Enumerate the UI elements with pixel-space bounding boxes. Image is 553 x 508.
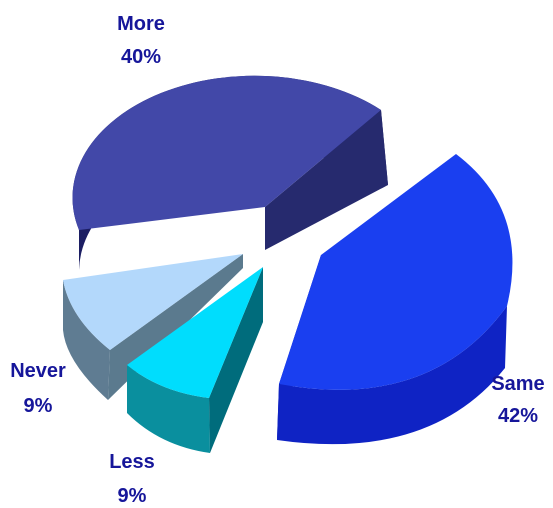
pie-label-never-name: Never xyxy=(10,360,66,382)
pie-slice-less-outer-side xyxy=(127,365,210,453)
pie-label-more-value: 40% xyxy=(121,46,161,68)
pie-slice-same-top[interactable] xyxy=(279,154,513,390)
pie-label-never-value: 9% xyxy=(24,395,53,417)
pie-label-less-value: 9% xyxy=(118,485,147,507)
pie-label-less: Less 9% xyxy=(109,451,155,507)
pie-slice-never-top[interactable] xyxy=(63,254,243,350)
pie-slice-more xyxy=(72,75,388,270)
pie-slice-less xyxy=(127,267,263,453)
pie-slice-less-cut-side xyxy=(209,267,263,453)
pie-label-less-name: Less xyxy=(109,451,155,473)
pie-slice-same xyxy=(277,154,513,445)
pie-slice-less-top[interactable] xyxy=(127,267,263,398)
pie-slice-same-outer-side xyxy=(277,306,507,445)
pie-label-same-value: 42% xyxy=(498,405,538,427)
pie-slice-more-cut-side xyxy=(265,110,388,250)
pie-label-same-name: Same xyxy=(491,373,544,395)
pie-label-never: Never 9% xyxy=(10,360,66,417)
pie-slice-never-outer-side xyxy=(63,280,110,400)
pie-label-same: Same 42% xyxy=(491,373,544,427)
pie-label-more-name: More xyxy=(117,13,165,35)
pie-label-more: More 40% xyxy=(117,13,165,68)
pie-slice-more-top[interactable] xyxy=(72,75,381,230)
